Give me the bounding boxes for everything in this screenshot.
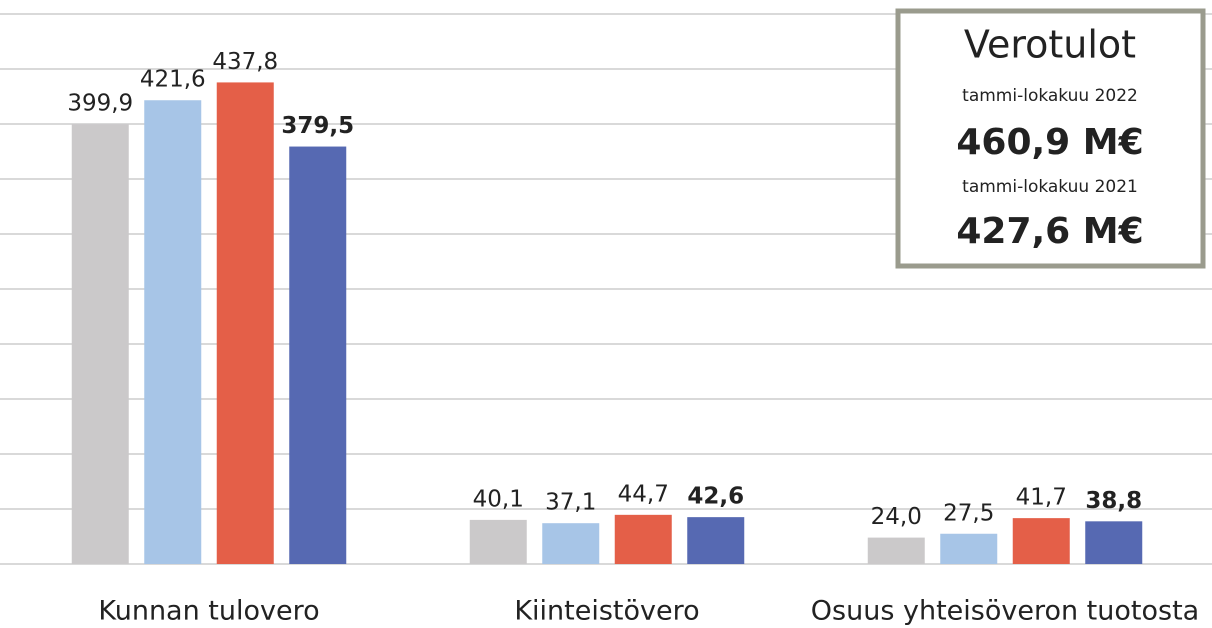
value-label: 37,1 bbox=[545, 490, 596, 516]
bar bbox=[542, 523, 600, 564]
value-label: 24,0 bbox=[871, 504, 922, 530]
x-tick-label: Osuus yhteisöveron tuotosta bbox=[811, 596, 1199, 627]
value-label: 27,5 bbox=[943, 500, 994, 526]
annotation-period: tammi-lokakuu 2022 bbox=[962, 86, 1138, 106]
x-tick-label: Kunnan tulovero bbox=[98, 596, 319, 627]
bar bbox=[1012, 518, 1070, 564]
bar bbox=[469, 519, 527, 564]
value-label: 41,7 bbox=[1016, 485, 1067, 511]
value-label: 399,9 bbox=[67, 91, 133, 117]
value-label: 38,8 bbox=[1085, 488, 1142, 514]
bar bbox=[1085, 521, 1143, 564]
bar bbox=[687, 517, 745, 564]
annotation-box bbox=[895, 8, 1206, 269]
value-label: 379,5 bbox=[281, 113, 354, 139]
value-label: 44,7 bbox=[618, 481, 669, 507]
bar bbox=[867, 537, 925, 564]
bar bbox=[216, 82, 274, 565]
value-label: 421,6 bbox=[140, 67, 206, 93]
bar bbox=[289, 146, 347, 565]
bar bbox=[614, 514, 672, 564]
annotation-amount: 427,6 M€ bbox=[956, 211, 1143, 252]
value-label: 40,1 bbox=[473, 486, 524, 512]
bar bbox=[144, 100, 202, 565]
bar bbox=[71, 124, 129, 565]
annotation-period: tammi-lokakuu 2021 bbox=[962, 177, 1138, 197]
annotation-amount: 460,9 M€ bbox=[956, 122, 1143, 163]
annotation-title: Verotulot bbox=[964, 23, 1136, 67]
bar bbox=[940, 533, 998, 564]
value-label: 437,8 bbox=[212, 49, 278, 75]
value-label: 42,6 bbox=[687, 484, 744, 510]
x-tick-label: Kiinteistövero bbox=[514, 596, 699, 627]
